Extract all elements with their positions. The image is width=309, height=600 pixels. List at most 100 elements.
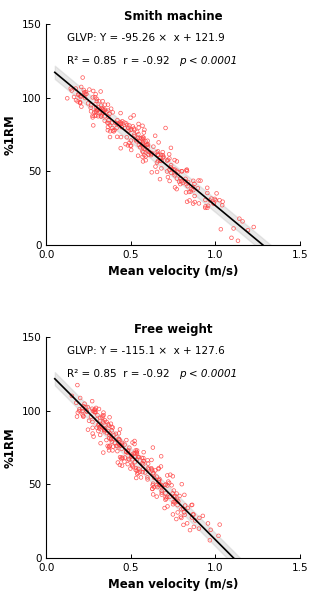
Point [124,447,129,457]
Point [94,111,99,121]
Point [170,164,175,174]
Point [172,182,177,192]
Point [114,441,119,451]
Point [145,473,150,482]
Point [178,173,183,183]
Point [90,417,95,427]
Point [118,108,123,118]
Point [184,179,189,189]
Point [146,139,150,149]
Point [240,217,245,226]
Point [174,174,179,184]
Point [174,157,179,166]
Point [94,96,99,106]
Point [101,410,106,420]
Point [178,512,183,521]
Point [92,407,97,417]
Point [146,464,151,474]
Point [134,466,139,476]
Point [134,447,139,457]
Point [159,164,164,173]
Point [103,105,108,115]
Point [127,455,132,464]
Point [119,132,124,142]
Point [78,98,83,108]
Point [122,453,127,463]
Point [136,123,141,133]
Point [109,118,114,128]
Point [163,480,168,490]
Point [153,131,158,140]
Point [77,406,82,416]
Point [136,452,141,462]
Point [168,470,173,479]
Point [115,458,120,467]
Point [175,508,180,517]
Point [99,422,104,432]
Point [171,165,176,175]
Point [141,457,146,466]
Point [103,100,108,110]
Point [132,130,137,139]
Point [106,106,111,115]
Point [137,452,142,462]
Point [128,125,133,135]
Point [102,416,107,425]
Point [172,497,177,507]
Point [185,181,190,191]
Point [137,137,142,146]
Point [165,156,170,166]
Point [110,126,115,136]
Point [92,407,97,416]
Point [117,434,122,444]
Point [161,152,166,161]
Point [211,199,216,208]
Point [159,481,164,490]
Point [149,167,154,177]
Point [94,107,99,117]
Point [191,522,196,532]
Point [147,148,152,157]
Point [132,439,137,449]
Point [189,512,194,522]
Point [167,176,172,186]
Point [108,434,113,444]
Point [151,142,156,151]
Point [129,145,134,155]
Point [91,86,96,96]
Point [171,497,176,507]
Point [140,146,145,156]
Point [170,472,175,481]
Point [86,98,91,108]
Point [135,127,140,137]
Point [143,152,148,161]
Point [84,89,89,98]
Point [107,433,112,443]
Point [124,435,129,445]
Point [98,430,103,440]
Point [159,488,164,497]
Point [85,403,90,412]
Point [197,513,202,523]
Point [205,183,210,193]
Point [182,490,187,500]
Point [83,89,88,99]
Point [98,104,103,114]
Point [191,509,196,519]
Point [145,146,150,155]
Point [120,440,125,449]
Point [125,140,130,150]
Point [171,509,176,519]
Point [133,465,138,475]
Point [143,155,148,165]
Point [149,151,154,160]
Y-axis label: %1RM: %1RM [3,114,16,155]
Point [128,113,133,122]
Point [141,133,146,143]
Point [109,425,114,435]
Point [105,122,110,132]
Point [205,518,210,528]
Point [81,85,86,95]
Point [139,134,144,143]
Point [146,150,151,160]
